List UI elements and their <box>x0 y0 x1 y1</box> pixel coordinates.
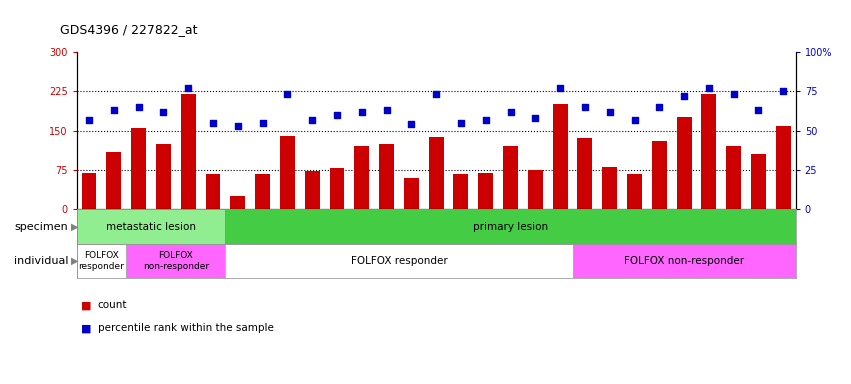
Point <box>751 107 765 113</box>
Point <box>231 123 244 129</box>
Point <box>83 116 96 122</box>
Bar <box>280 136 294 209</box>
Point <box>157 109 170 115</box>
Bar <box>503 146 518 209</box>
Bar <box>751 154 766 209</box>
Point <box>702 85 716 91</box>
Text: ▶: ▶ <box>71 222 78 232</box>
Bar <box>454 174 468 209</box>
Point <box>306 116 319 122</box>
Point <box>603 109 616 115</box>
Bar <box>379 144 394 209</box>
Text: ■: ■ <box>81 323 91 333</box>
Text: FOLFOX non-responder: FOLFOX non-responder <box>624 256 744 266</box>
Bar <box>226 244 573 278</box>
Point <box>653 104 666 110</box>
Point <box>330 112 344 118</box>
Bar <box>231 196 245 209</box>
Point <box>528 115 542 121</box>
Point <box>355 109 368 115</box>
Point <box>429 91 443 98</box>
Bar <box>627 174 642 209</box>
Bar <box>305 172 320 209</box>
Point <box>206 120 220 126</box>
Point <box>454 120 468 126</box>
Point <box>132 104 146 110</box>
Bar <box>603 167 617 209</box>
Text: ▶: ▶ <box>71 256 78 266</box>
Bar <box>354 146 369 209</box>
Point <box>281 91 294 98</box>
Text: GDS4396 / 227822_at: GDS4396 / 227822_at <box>60 23 197 36</box>
Point <box>578 104 591 110</box>
Bar <box>77 209 226 244</box>
Bar <box>226 209 796 244</box>
Bar <box>106 152 121 209</box>
Text: metastatic lesion: metastatic lesion <box>106 222 196 232</box>
Bar <box>404 178 419 209</box>
Bar <box>126 244 226 278</box>
Point <box>553 85 567 91</box>
Point <box>504 109 517 115</box>
Bar <box>180 94 196 209</box>
Bar <box>429 137 443 209</box>
Text: count: count <box>98 300 128 310</box>
Bar <box>206 174 220 209</box>
Text: FOLFOX responder: FOLFOX responder <box>351 256 448 266</box>
Text: individual: individual <box>14 256 68 266</box>
Bar <box>77 244 126 278</box>
Point <box>727 91 740 98</box>
Text: FOLFOX
non-responder: FOLFOX non-responder <box>143 252 208 271</box>
Text: ■: ■ <box>81 300 91 310</box>
Bar <box>82 172 96 209</box>
Bar <box>255 174 270 209</box>
Point <box>380 107 393 113</box>
Point <box>404 121 418 127</box>
Point <box>479 116 493 122</box>
Bar <box>578 139 592 209</box>
Point <box>628 116 642 122</box>
Point <box>677 93 691 99</box>
Bar <box>776 126 791 209</box>
Bar <box>573 244 796 278</box>
Point <box>256 120 270 126</box>
Bar <box>156 144 171 209</box>
Bar <box>478 172 494 209</box>
Bar <box>552 104 568 209</box>
Bar <box>726 146 741 209</box>
Point <box>776 88 790 94</box>
Text: FOLFOX
responder: FOLFOX responder <box>78 252 124 271</box>
Bar <box>329 168 345 209</box>
Bar <box>528 170 543 209</box>
Text: specimen: specimen <box>14 222 68 232</box>
Text: percentile rank within the sample: percentile rank within the sample <box>98 323 274 333</box>
Bar <box>652 141 666 209</box>
Text: primary lesion: primary lesion <box>473 222 548 232</box>
Point <box>181 85 195 91</box>
Point <box>107 107 121 113</box>
Bar <box>701 94 717 209</box>
Bar <box>677 118 692 209</box>
Bar <box>131 128 146 209</box>
